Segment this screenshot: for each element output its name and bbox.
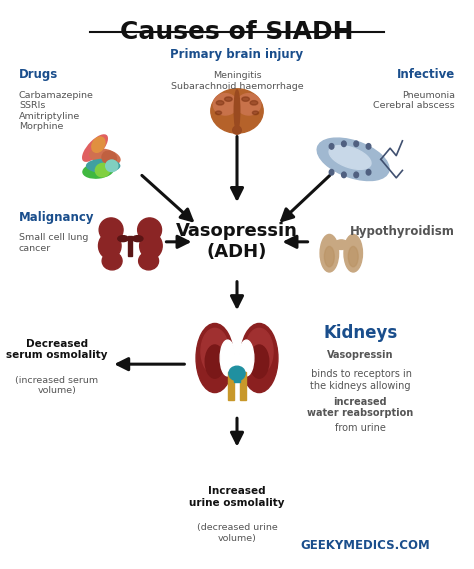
Ellipse shape — [220, 340, 235, 376]
Ellipse shape — [250, 101, 258, 105]
Bar — [228, 372, 234, 400]
Bar — [234, 372, 240, 382]
Ellipse shape — [105, 159, 118, 172]
Ellipse shape — [95, 163, 110, 178]
Ellipse shape — [118, 236, 128, 242]
Ellipse shape — [91, 136, 106, 153]
Ellipse shape — [132, 236, 143, 242]
Ellipse shape — [82, 162, 114, 179]
Ellipse shape — [215, 111, 222, 115]
Bar — [240, 372, 246, 400]
Ellipse shape — [237, 93, 261, 115]
Ellipse shape — [354, 172, 358, 178]
Ellipse shape — [366, 170, 371, 175]
Ellipse shape — [205, 345, 224, 378]
Text: Primary brain injury: Primary brain injury — [171, 48, 303, 61]
Text: GEEKYMEDICS.COM: GEEKYMEDICS.COM — [300, 539, 430, 552]
Ellipse shape — [201, 328, 228, 374]
Text: Increased
urine osmolality: Increased urine osmolality — [189, 486, 285, 508]
Ellipse shape — [82, 134, 108, 162]
Ellipse shape — [252, 111, 259, 115]
Text: Infective: Infective — [397, 68, 455, 81]
Ellipse shape — [342, 172, 346, 178]
Text: Hypothyroidism: Hypothyroidism — [350, 225, 455, 238]
Ellipse shape — [246, 328, 273, 374]
Ellipse shape — [99, 233, 121, 259]
Text: Malignancy: Malignancy — [19, 211, 94, 224]
Ellipse shape — [320, 234, 338, 272]
Ellipse shape — [242, 97, 249, 101]
Text: (decreased urine
volume): (decreased urine volume) — [197, 523, 277, 543]
Text: Meningitis
Subarachnoid haemorrhage: Meningitis Subarachnoid haemorrhage — [171, 71, 303, 90]
Ellipse shape — [213, 93, 237, 115]
Text: Vasopressin: Vasopressin — [327, 350, 393, 360]
Ellipse shape — [329, 143, 334, 149]
Text: Carbamazepine
SSRIs
Amitriptyline
Morphine: Carbamazepine SSRIs Amitriptyline Morphi… — [19, 91, 94, 131]
Ellipse shape — [234, 90, 240, 130]
Ellipse shape — [216, 101, 224, 105]
Ellipse shape — [344, 234, 363, 272]
Ellipse shape — [354, 141, 358, 147]
Ellipse shape — [140, 233, 162, 259]
Ellipse shape — [324, 246, 334, 267]
Ellipse shape — [250, 345, 269, 378]
Ellipse shape — [89, 149, 121, 166]
Text: Vasopressin
(ADH): Vasopressin (ADH) — [176, 222, 298, 261]
Ellipse shape — [334, 240, 348, 249]
Ellipse shape — [99, 218, 123, 242]
Ellipse shape — [137, 218, 162, 242]
Ellipse shape — [225, 97, 232, 101]
Text: Pneumonia
Cerebral abscess: Pneumonia Cerebral abscess — [374, 91, 455, 110]
Text: Small cell lung
cancer: Small cell lung cancer — [19, 233, 88, 253]
Ellipse shape — [86, 159, 120, 173]
Text: Decreased
serum osmolality: Decreased serum osmolality — [6, 339, 108, 360]
Ellipse shape — [329, 170, 334, 175]
Text: (increased serum
volume): (increased serum volume) — [15, 376, 99, 395]
Ellipse shape — [102, 252, 122, 270]
Ellipse shape — [317, 138, 389, 180]
Text: Drugs: Drugs — [19, 68, 58, 81]
Ellipse shape — [196, 323, 234, 393]
Ellipse shape — [329, 146, 371, 170]
Text: binds to receptors in
the kidneys allowing: binds to receptors in the kidneys allowi… — [308, 369, 412, 391]
Ellipse shape — [138, 252, 158, 270]
Bar — [128, 236, 132, 256]
Ellipse shape — [233, 126, 241, 134]
Ellipse shape — [211, 89, 263, 133]
Text: Causes of SIADH: Causes of SIADH — [120, 20, 354, 44]
Ellipse shape — [229, 366, 245, 381]
Ellipse shape — [239, 340, 254, 376]
Ellipse shape — [342, 141, 346, 147]
Text: increased
water reabsorption: increased water reabsorption — [307, 397, 413, 418]
Ellipse shape — [348, 246, 358, 267]
Ellipse shape — [101, 150, 117, 166]
Text: Kidneys: Kidneys — [323, 324, 397, 343]
Ellipse shape — [366, 143, 371, 149]
Text: from urine: from urine — [335, 423, 386, 433]
Ellipse shape — [240, 323, 278, 393]
